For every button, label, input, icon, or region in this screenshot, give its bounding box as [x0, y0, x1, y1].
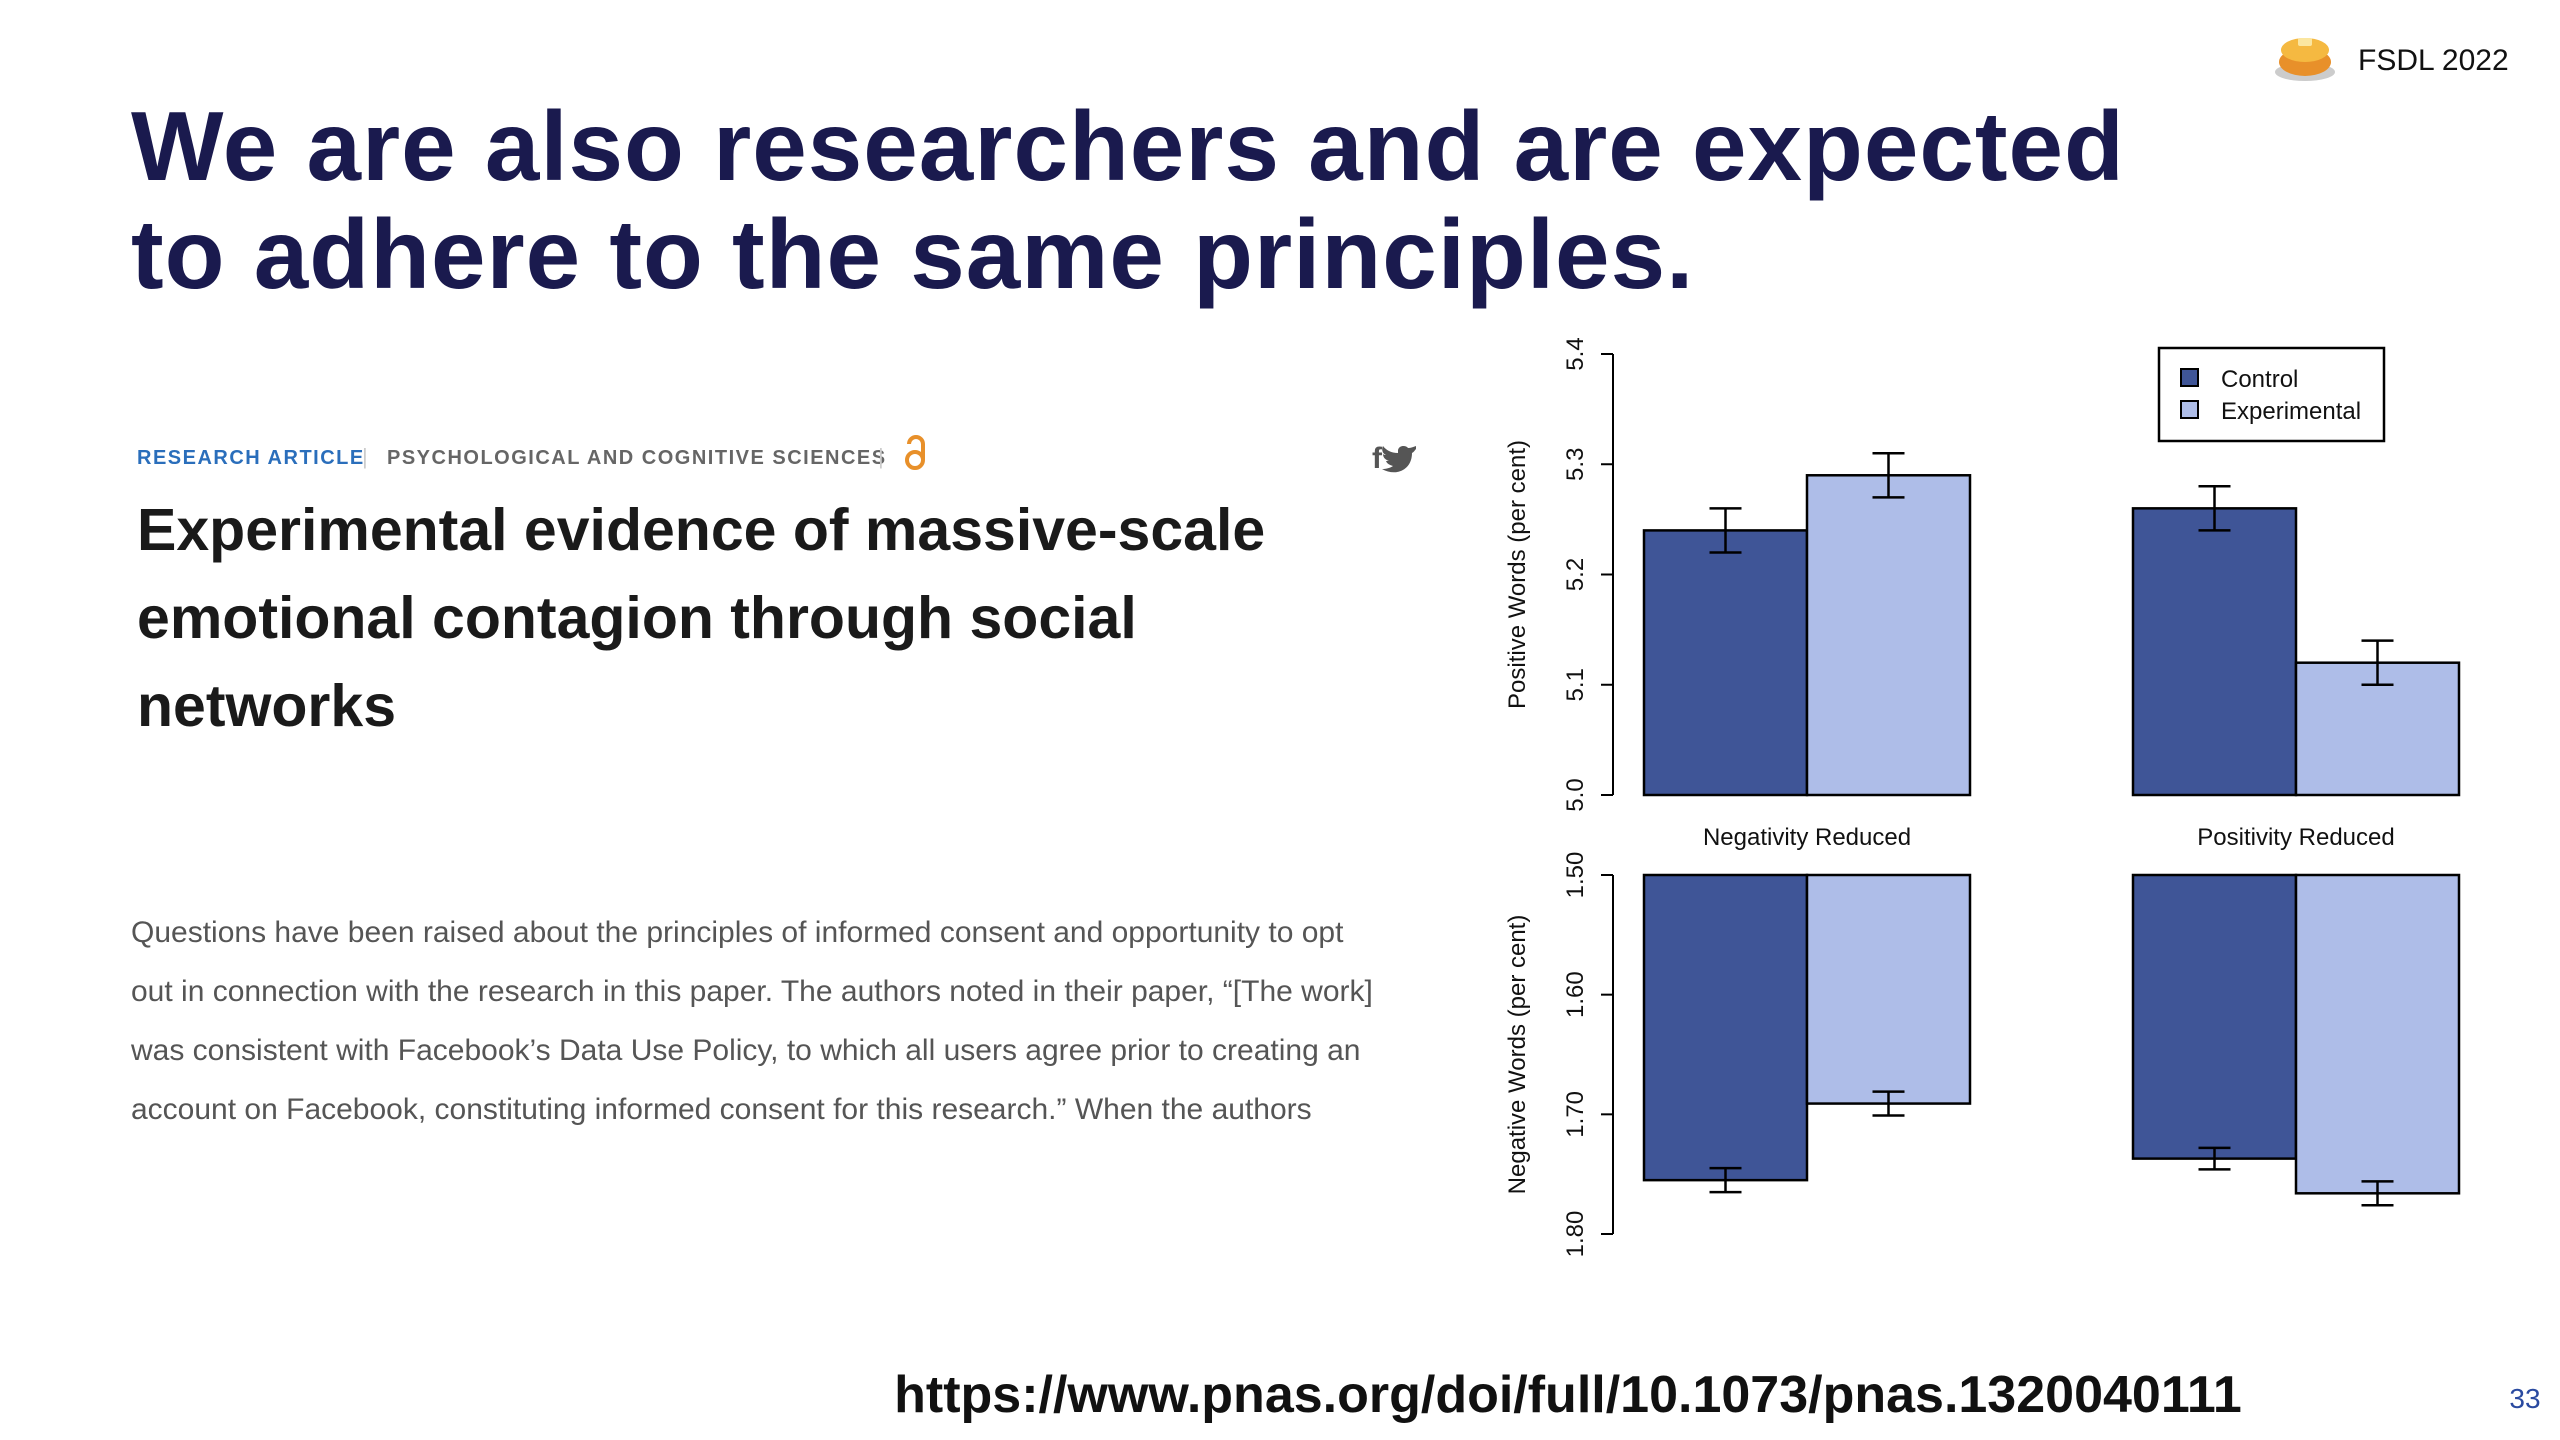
bar [2131, 873, 2298, 1160]
separator: | [878, 444, 884, 469]
error-bar [2361, 1180, 2394, 1207]
y-tick-label: 5.1 [1562, 668, 1589, 701]
legend-label: Control [2221, 366, 2298, 393]
abstract-line: account on Facebook, constituting inform… [131, 1093, 1312, 1126]
abstract-line: Questions have been raised about the pri… [131, 916, 1344, 949]
bar [1805, 474, 1972, 797]
open-access-icon [905, 435, 925, 470]
legend-label: Experimental [2221, 398, 2361, 425]
category-label: Negativity Reduced [1703, 824, 1911, 851]
article-title: emotional contagion through social [137, 585, 1137, 651]
error-bar [2198, 485, 2231, 532]
bar [1642, 873, 1809, 1182]
abstract-line: was consistent with Facebook’s Data Use … [130, 1034, 1360, 1067]
error-bar [1872, 451, 1905, 499]
y-tick-label: 1.70 [1562, 1091, 1589, 1138]
y-axis-title: Positive Words (per cent) [1504, 440, 1531, 709]
y-tick-label: 1.50 [1562, 852, 1589, 899]
legend-swatch [2180, 368, 2199, 387]
logo-icon [2275, 38, 2335, 81]
category-label: Positivity Reduced [2197, 824, 2394, 851]
page-number: 33 [2509, 1383, 2540, 1414]
legend-swatch [2180, 400, 2199, 419]
article-category: RESEARCH ARTICLE [137, 447, 365, 469]
y-tick-label: 5.2 [1562, 558, 1589, 591]
logo-text: FSDL 2022 [2358, 44, 2509, 77]
error-bar [1709, 1166, 1742, 1194]
error-bar [1872, 1090, 1905, 1117]
y-tick-label: 1.60 [1562, 971, 1589, 1018]
legend-box [2157, 346, 2386, 443]
bar [1642, 529, 1809, 797]
article-title: Experimental evidence of massive-scale [137, 497, 1265, 563]
error-bar [2198, 1146, 2231, 1171]
slide-title: We are also researchers and are expected [131, 91, 2125, 201]
slide-title: to adhere to the same principles. [131, 199, 1694, 309]
y-axis-title: Negative Words (per cent) [1504, 915, 1531, 1195]
source-url[interactable]: https://www.pnas.org/doi/full/10.1073/pn… [894, 1366, 2242, 1424]
separator: | [362, 444, 368, 469]
error-bar [2361, 639, 2394, 686]
bar [1805, 873, 1972, 1105]
y-tick-label: 1.80 [1562, 1211, 1589, 1258]
article-section: PSYCHOLOGICAL AND COGNITIVE SCIENCES [387, 447, 887, 469]
y-tick-label: 5.4 [1562, 337, 1589, 370]
abstract-line: out in connection with the research in t… [131, 975, 1373, 1008]
y-tick-label: 5.0 [1562, 778, 1589, 811]
twitter-icon[interactable] [1382, 445, 1416, 473]
bar [2131, 507, 2298, 797]
error-bar [1709, 507, 1742, 554]
bar [2294, 873, 2461, 1195]
facebook-icon[interactable]: f [1372, 442, 1383, 475]
article-title: networks [137, 673, 396, 739]
y-tick-label: 5.3 [1562, 448, 1589, 481]
